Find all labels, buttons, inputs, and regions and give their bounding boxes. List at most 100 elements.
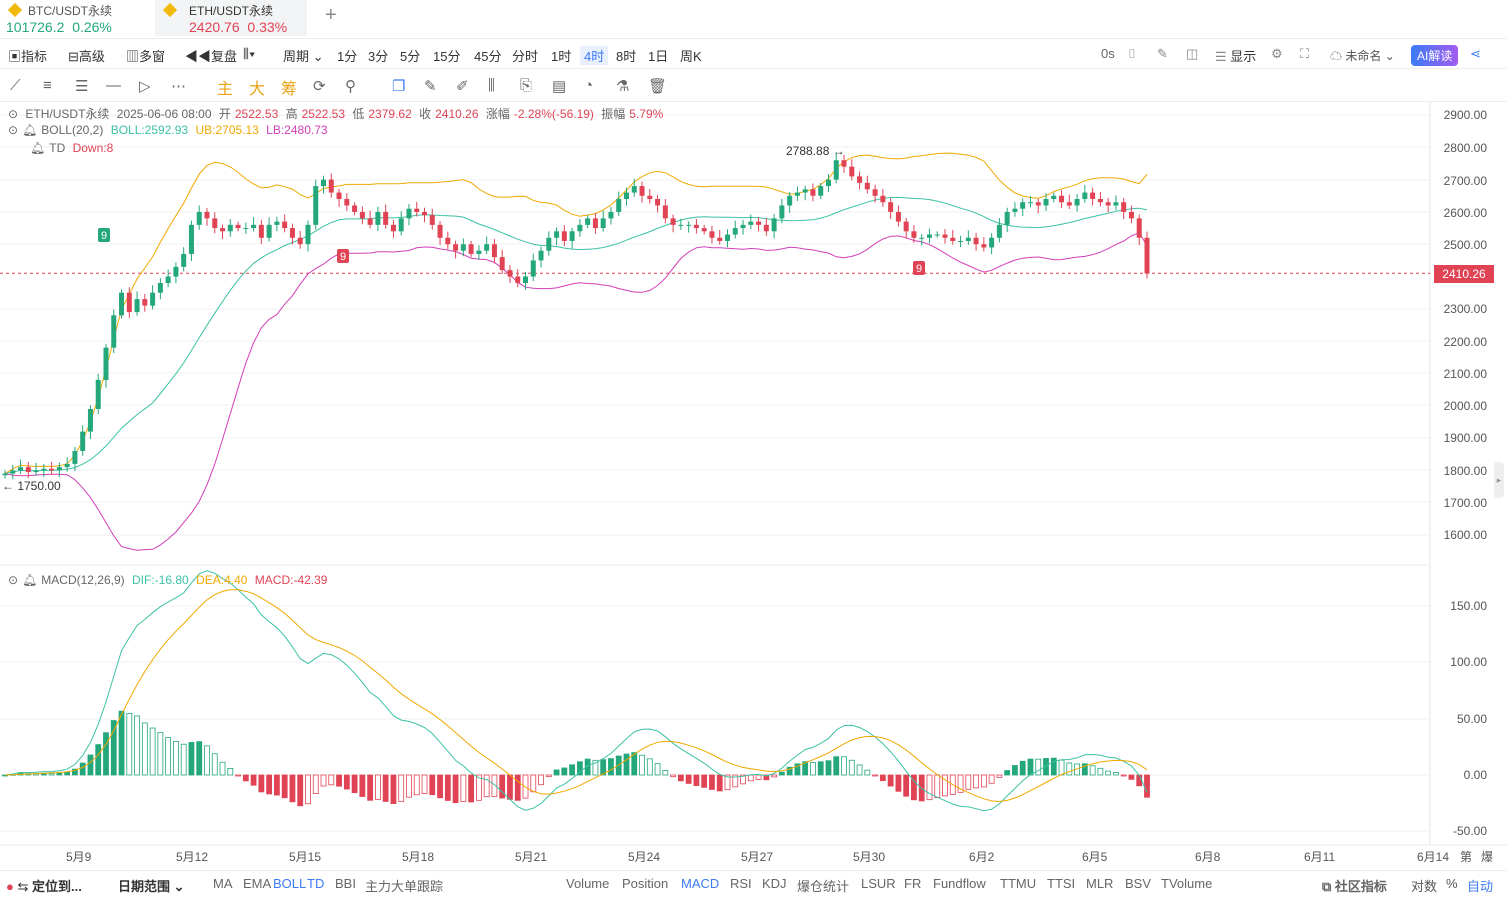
time-tick: 5月18 xyxy=(402,850,435,864)
collapse-icon[interactable]: ⊙ xyxy=(8,107,19,121)
indicator-button[interactable]: ▣指标 xyxy=(8,49,48,64)
x-tail-2[interactable]: 爆 xyxy=(1481,850,1494,864)
sub-indicator-11[interactable]: MLR xyxy=(1086,876,1114,891)
arrow-tool-icon[interactable]: ▷ xyxy=(139,78,151,95)
share-icon[interactable]: ⋖ xyxy=(1470,46,1481,61)
candles-icon[interactable]: ⫼ xyxy=(488,77,495,94)
candle-body xyxy=(841,160,847,167)
sub-indicator-6[interactable]: LSUR xyxy=(861,876,896,891)
main-force-button[interactable]: 主 xyxy=(217,81,234,98)
parallel-channel-icon[interactable]: ☰ xyxy=(75,78,89,95)
bell-icon[interactable]: 🔔︎ xyxy=(22,123,38,137)
sub-indicator-13[interactable]: TVolume xyxy=(1161,876,1213,891)
replay-button[interactable]: ◀◀复盘 xyxy=(185,49,238,64)
collapse-icon[interactable]: ⊙ xyxy=(8,573,19,587)
trash-icon[interactable]: 🗑 xyxy=(648,78,668,95)
price-chart[interactable]: 9 9 9 xyxy=(0,102,1507,872)
main-indicator-3[interactable]: TD xyxy=(307,876,325,891)
chips-button[interactable]: 筹 xyxy=(281,81,298,98)
window-icon[interactable]: ◫ xyxy=(1186,46,1199,61)
sub-indicator-12[interactable]: BSV xyxy=(1125,876,1152,891)
advanced-button[interactable]: ⊟高级 xyxy=(68,49,105,64)
line-tool-icon[interactable]: ⟋ xyxy=(10,77,21,94)
display-button[interactable]: ☰ 显示 xyxy=(1215,49,1257,64)
settings-icon[interactable]: ⚙ xyxy=(1271,46,1283,61)
ruler-icon[interactable]: ✎ xyxy=(424,78,437,95)
candle-body xyxy=(204,211,210,219)
refresh-icon[interactable]: ⟳ xyxy=(313,78,326,95)
sub-indicator-7[interactable]: FR xyxy=(904,876,922,891)
bell-icon[interactable]: 🔔︎ xyxy=(30,141,46,155)
candle-body xyxy=(802,189,808,193)
period-dropdown[interactable]: 周期 ⌄ xyxy=(283,49,324,64)
interval-10[interactable]: 周K xyxy=(680,49,702,64)
sub-indicator-3[interactable]: RSI xyxy=(730,876,752,891)
interval-3[interactable]: 15分 xyxy=(433,49,461,64)
sub-indicator-2[interactable]: MACD xyxy=(681,876,720,891)
log-scale-toggle[interactable]: 对数 xyxy=(1411,879,1438,894)
clipboard-icon[interactable]: ⎘ xyxy=(520,77,533,94)
add-tab-button[interactable]: + xyxy=(325,4,337,26)
macd-hist-bar xyxy=(879,774,886,782)
main-indicator-2[interactable]: BOLL xyxy=(273,876,307,891)
replay-icon: ◀◀ xyxy=(185,49,212,64)
candle-body xyxy=(173,266,179,277)
tab-btc[interactable]: BTC/USDT永续 101726.2 0.26% xyxy=(0,0,150,36)
multi-window-button[interactable]: ▥多窗 xyxy=(126,49,166,64)
tab-eth[interactable]: ETH/USDT永续 2420.76 0.33% xyxy=(155,0,307,36)
interval-9[interactable]: 1日 xyxy=(648,49,669,64)
filter-icon[interactable]: ⚗ xyxy=(616,78,630,95)
interval-0[interactable]: 1分 xyxy=(337,49,358,64)
macd-hist-bar xyxy=(740,774,746,785)
signal-icon[interactable]: ◔ xyxy=(584,77,594,94)
x-tail-1[interactable]: 第 xyxy=(1460,850,1473,864)
more-icon[interactable]: ⋯ xyxy=(171,78,186,95)
locate-button[interactable]: ● ⇆ 定位到... xyxy=(6,879,82,894)
candle-body xyxy=(25,467,31,472)
sub-indicator-5[interactable]: 爆仓统计 xyxy=(797,879,850,894)
macd-hist-bar xyxy=(1120,774,1127,777)
brush-icon[interactable]: ✐ xyxy=(456,78,469,95)
chart-type-button[interactable]: ⫼▾ xyxy=(243,46,255,62)
community-indicators-button[interactable]: ⧉ 社区指标 xyxy=(1322,879,1387,894)
horizontal-line-icon[interactable]: — xyxy=(106,77,121,94)
auto-scale-toggle[interactable]: 自动 xyxy=(1467,879,1494,894)
sub-indicator-1[interactable]: Position xyxy=(622,876,669,891)
date-range-dropdown[interactable]: 日期范围 ⌄ xyxy=(118,879,185,894)
scroll-handle[interactable]: ▸ xyxy=(1494,462,1504,498)
magnet-icon[interactable]: ⚲ xyxy=(345,78,356,95)
interval-6[interactable]: 1时 xyxy=(551,49,572,64)
price-tick: 1800.00 xyxy=(1443,464,1487,478)
fullscreen-icon[interactable]: ⛶ xyxy=(1300,46,1310,61)
collapse-icon[interactable]: ⊙ xyxy=(8,123,19,137)
note-icon[interactable]: ▤ xyxy=(552,78,567,95)
layout-name-dropdown[interactable]: ☁ 未命名 ⌄ xyxy=(1330,49,1395,63)
bell-icon[interactable]: 🔔︎ xyxy=(22,573,38,587)
interval-2[interactable]: 5分 xyxy=(400,49,421,64)
camera-icon[interactable]: ⌷ xyxy=(1128,46,1136,61)
sub-indicator-8[interactable]: Fundflow xyxy=(933,876,986,891)
percent-scale-toggle[interactable]: % xyxy=(1446,876,1458,891)
interval-4[interactable]: 45分 xyxy=(474,49,502,64)
interval-8[interactable]: 8时 xyxy=(616,49,637,64)
large-order-button[interactable]: 大 xyxy=(249,81,266,98)
ai-interpret-button[interactable]: AI解读 xyxy=(1411,45,1459,66)
sub-indicator-4[interactable]: KDJ xyxy=(762,876,787,891)
candle-body xyxy=(468,244,474,254)
candle-body xyxy=(289,228,295,238)
copy-icon[interactable]: ❐ xyxy=(392,78,406,95)
sub-indicator-9[interactable]: TTMU xyxy=(1000,876,1037,891)
main-indicator-5[interactable]: 主力大单跟踪 xyxy=(365,879,444,894)
pencil-icon[interactable]: ✎ xyxy=(1157,46,1168,61)
sub-indicator-0[interactable]: Volume xyxy=(566,876,610,891)
interval-5[interactable]: 分时 xyxy=(512,49,539,64)
main-indicator-4[interactable]: BBI xyxy=(335,876,356,891)
interval-7[interactable]: 4时 xyxy=(580,46,609,65)
interval-1[interactable]: 3分 xyxy=(368,49,389,64)
macd-hist-bar xyxy=(1136,774,1143,787)
sub-indicator-10[interactable]: TTSI xyxy=(1047,876,1076,891)
macd-hist-bar xyxy=(701,774,708,788)
main-indicator-0[interactable]: MA xyxy=(213,876,233,891)
horizontal-lines-icon[interactable]: ≡ xyxy=(43,77,52,94)
main-indicator-1[interactable]: EMA xyxy=(243,876,272,891)
